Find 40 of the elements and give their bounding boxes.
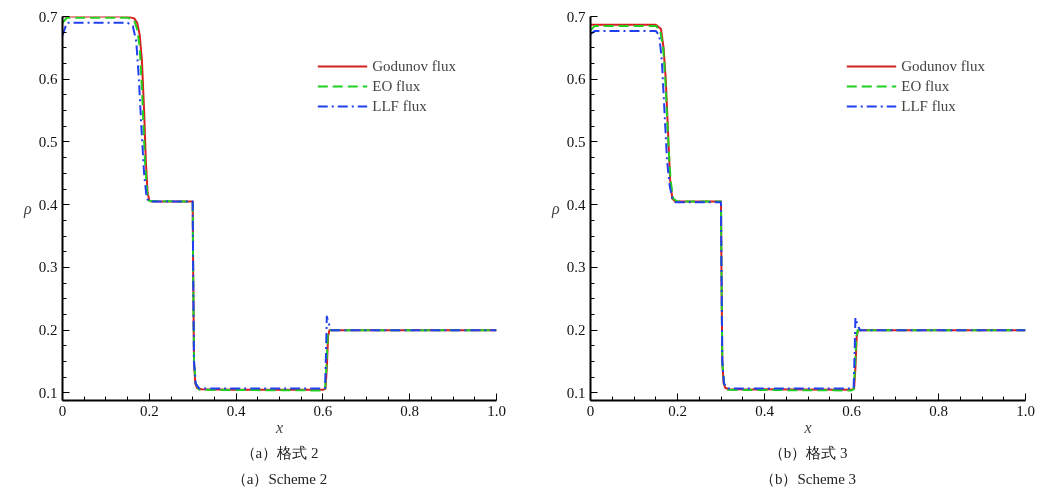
y-tick-label: 0.1 xyxy=(566,384,586,401)
legend-label: Godunov flux xyxy=(901,57,985,75)
y-tick-label: 0.4 xyxy=(566,196,586,213)
x-axis-title: x xyxy=(274,418,284,436)
x-tick-label: 0 xyxy=(586,402,595,419)
text: （b）格式 3 xyxy=(768,444,848,461)
y-axis-title: ρ xyxy=(23,200,33,218)
x-tick-label: 0 xyxy=(58,402,67,419)
y-tick-label: 0.7 xyxy=(38,8,58,25)
x-tick-label: 0.6 xyxy=(313,402,333,419)
legend-label: EO flux xyxy=(901,77,950,95)
y-axis-title: ρ xyxy=(551,200,561,218)
x-tick-label: 0.6 xyxy=(842,402,862,419)
y-tick-label: 0.4 xyxy=(38,196,58,213)
y-tick-label: 0.2 xyxy=(566,322,586,339)
y-tick-label: 0.5 xyxy=(38,133,58,150)
y-tick-label: 0.3 xyxy=(38,259,58,276)
legend-label: LLF flux xyxy=(372,97,427,115)
x-axis-title: x xyxy=(803,418,812,436)
y-tick-label: 0.3 xyxy=(566,259,586,276)
y-tick-label: 0.2 xyxy=(38,322,58,339)
legend-label: LLF flux xyxy=(901,97,956,115)
x-tick-label: 1.0 xyxy=(487,402,506,419)
x-tick-label: 0.8 xyxy=(400,402,420,419)
text: （a）Scheme 2 xyxy=(231,470,328,487)
y-tick-label: 0.5 xyxy=(566,133,586,150)
legend-label: Godunov flux xyxy=(372,57,456,75)
x-tick-label: 0.2 xyxy=(668,402,687,419)
y-tick-label: 0.6 xyxy=(38,71,58,88)
x-tick-label: 1.0 xyxy=(1016,402,1035,419)
y-tick-label: 0.6 xyxy=(566,71,586,88)
y-tick-label: 0.7 xyxy=(566,8,586,25)
x-tick-label: 0.4 xyxy=(755,402,775,419)
legend-label: EO flux xyxy=(372,77,421,95)
x-tick-label: 0.8 xyxy=(929,402,948,419)
x-tick-label: 0.2 xyxy=(139,402,159,419)
text: （a）格式 2 xyxy=(240,444,319,461)
text: （b）Scheme 3 xyxy=(759,470,857,487)
x-tick-label: 0.4 xyxy=(226,402,246,419)
y-tick-label: 0.1 xyxy=(38,384,58,401)
